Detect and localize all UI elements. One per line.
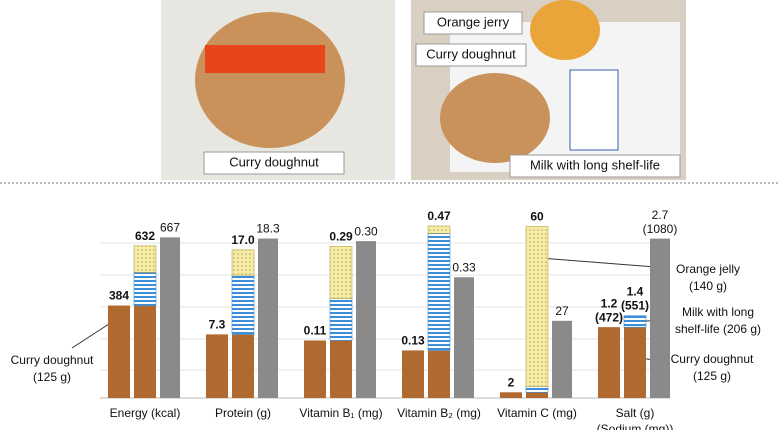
- value-label: (472): [595, 310, 623, 324]
- value-label: 0.29: [329, 230, 353, 244]
- photo-caption: Curry doughnut: [426, 46, 516, 61]
- bar-milk: [525, 386, 549, 393]
- bar-doughnut: [206, 334, 228, 398]
- bar-reference: [650, 238, 670, 398]
- x-tick-label: Vitamin B₁ (mg): [299, 406, 382, 420]
- bar-reference: [160, 237, 180, 398]
- value-label: 60: [530, 210, 544, 224]
- value-label: 667: [160, 221, 180, 235]
- value-label: 2: [508, 375, 515, 389]
- value-label: 0.47: [427, 209, 451, 223]
- value-label: 0.13: [401, 334, 425, 348]
- annotation-text: Milk with long: [682, 305, 754, 319]
- bar-doughnut: [598, 327, 620, 398]
- value-label: 384: [109, 289, 129, 303]
- bar-jelly: [525, 226, 549, 387]
- value-label: 0.30: [354, 224, 378, 238]
- bar-reference: [552, 320, 572, 398]
- photo-caption: Orange jerry: [437, 14, 510, 29]
- bar-jelly: [231, 249, 255, 276]
- value-label: 17.0: [231, 233, 255, 247]
- bar-reference: [258, 238, 278, 398]
- value-label: 1.4: [627, 285, 644, 299]
- bar-milk: [427, 233, 451, 351]
- value-label: (1080): [643, 222, 678, 236]
- x-tick-label: Energy (kcal): [110, 406, 181, 420]
- x-tick-label: (Sodium (mg)): [597, 422, 674, 430]
- photo-right: Orange jerry Curry doughnut Milk with lo…: [411, 0, 686, 180]
- value-label: 7.3: [209, 318, 226, 332]
- bar-milk: [231, 274, 255, 335]
- value-label: 632: [135, 229, 155, 243]
- annotation: Curry doughnut (125 g) Orange jelly (140…: [11, 262, 761, 384]
- annotation-text: shelf-life (206 g): [675, 322, 761, 336]
- plot: 384 632 667 Energy (kcal) 7.3 17.018.3 Protein…: [100, 208, 677, 430]
- value-label: 0.33: [452, 260, 476, 274]
- bar-reference: [356, 241, 376, 398]
- bar-doughnut: [108, 305, 130, 398]
- bar-doughnut: [304, 340, 326, 398]
- x-tick-label: Vitamin B₂ (mg): [397, 406, 481, 420]
- value-label: 1.2: [601, 296, 618, 310]
- bar-reference: [454, 277, 474, 398]
- value-label: (551): [621, 299, 649, 313]
- x-tick-label: Salt (g): [616, 406, 655, 420]
- bar-doughnut: [134, 305, 156, 398]
- annotation-text: (125 g): [693, 369, 731, 383]
- photo-left: Curry doughnut: [161, 0, 395, 180]
- bar-doughnut: [330, 340, 352, 398]
- photo-caption: Milk with long shelf-life: [530, 157, 660, 172]
- bar-milk: [329, 298, 353, 341]
- background-lines: [100, 242, 670, 371]
- bar-milk: [623, 315, 647, 328]
- bar-jelly: [427, 225, 451, 234]
- bar-doughnut: [526, 392, 548, 398]
- value-label: 0.11: [304, 324, 327, 338]
- annotation-text: Curry doughnut: [11, 353, 94, 367]
- bar-doughnut: [428, 350, 450, 398]
- annotation-text: Orange jelly: [676, 262, 740, 276]
- annotation-text: Curry doughnut: [671, 352, 754, 366]
- bar-milk: [133, 272, 157, 306]
- photo-caption: Curry doughnut: [229, 154, 319, 169]
- bar-jelly: [133, 245, 157, 273]
- bar-jelly: [329, 246, 353, 299]
- value-label: 18.3: [256, 222, 280, 236]
- x-tick-label: Protein (g): [215, 406, 271, 420]
- value-label: 2.7: [652, 208, 669, 222]
- bar-doughnut: [500, 392, 522, 398]
- annotation-text: (140 g): [689, 279, 727, 293]
- bar-doughnut: [232, 334, 254, 398]
- bar-doughnut: [624, 327, 646, 398]
- x-tick-label: Vitamin C (mg): [497, 406, 577, 420]
- annotation-text: (125 g): [33, 370, 71, 384]
- bar-doughnut: [402, 350, 424, 398]
- value-label: 27: [555, 304, 569, 318]
